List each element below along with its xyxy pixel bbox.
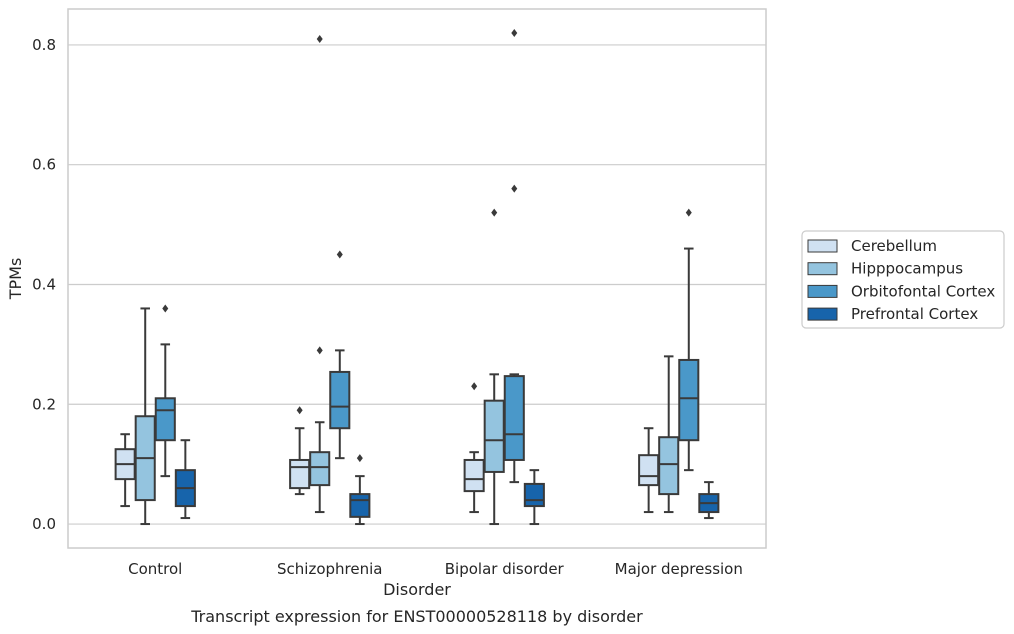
outlier-point <box>685 208 692 217</box>
legend-label: Hipppocampus <box>851 260 963 278</box>
box-series <box>114 28 720 526</box>
box-iqr <box>483 399 505 473</box>
plot-frame <box>67 8 767 549</box>
legend-label: Cerebellum <box>851 237 937 255</box>
box-3-3 <box>698 481 720 520</box>
box-iqr <box>329 370 351 430</box>
box-3-0 <box>638 427 660 514</box>
grid-lines <box>68 44 766 525</box>
box-3-2 <box>678 208 700 472</box>
box-1-3 <box>349 454 371 526</box>
outlier-point <box>316 346 323 355</box>
box-0-0 <box>114 433 136 508</box>
x-tick-label: Control <box>128 560 182 578</box>
x-axis-label: Disorder <box>383 580 451 599</box>
chart-caption: Transcript expression for ENST0000052811… <box>190 607 643 626</box>
x-tick-label: Bipolar disorder <box>445 560 565 578</box>
box-iqr <box>678 358 700 442</box>
box-iqr <box>349 493 371 518</box>
outlier-point <box>296 406 303 415</box>
y-tick-label: 0.0 <box>32 515 56 533</box>
box-2-3 <box>523 469 545 526</box>
legend-label: Orbitofontal Cortex <box>851 282 995 300</box>
box-iqr <box>309 451 331 487</box>
y-tick-label: 0.6 <box>32 156 56 174</box>
y-tick-label: 0.2 <box>32 395 56 413</box>
box-iqr <box>503 375 525 461</box>
y-axis-ticks: 0.0 0.2 0.4 0.6 0.8 <box>32 36 56 533</box>
outlier-point <box>511 184 518 193</box>
legend-swatch <box>807 262 838 276</box>
x-axis-ticks: Control Schizophrenia Bipolar disorder Majo… <box>128 560 743 578</box>
x-tick-label: Schizophrenia <box>277 560 382 578</box>
outlier-point <box>511 28 518 37</box>
outlier-point <box>491 208 498 217</box>
outlier-point <box>316 34 323 43</box>
outlier-point <box>336 250 343 259</box>
box-iqr <box>658 436 680 496</box>
outlier-point <box>356 454 363 463</box>
box-0-1 <box>134 307 156 526</box>
y-axis-label: TPMs <box>6 258 25 301</box>
box-1-1 <box>309 34 331 514</box>
box-iqr <box>289 458 311 490</box>
outlier-point <box>471 382 478 391</box>
legend: Cerebellum Hipppocampus Orbitofontal Corte… <box>801 230 1005 329</box>
legend-label: Prefrontal Cortex <box>851 305 978 323</box>
box-iqr <box>638 454 660 487</box>
box-1-0 <box>289 406 311 496</box>
box-0-3 <box>174 439 196 520</box>
box-2-2 <box>503 28 525 484</box>
box-iqr <box>154 397 176 442</box>
y-tick-label: 0.4 <box>32 275 56 293</box>
box-2-1 <box>483 208 505 526</box>
legend-frame <box>801 230 1005 329</box>
box-iqr <box>523 482 545 508</box>
box-0-2 <box>154 304 176 478</box>
box-3-1 <box>658 355 680 514</box>
legend-swatch <box>807 239 838 253</box>
box-iqr <box>463 458 485 493</box>
y-tick-label: 0.8 <box>32 36 56 54</box>
legend-swatch <box>807 284 838 298</box>
legend-swatch <box>807 307 838 321</box>
outlier-point <box>162 304 169 313</box>
box-2-0 <box>463 382 485 514</box>
box-1-2 <box>329 250 351 460</box>
x-tick-label: Major depression <box>615 560 743 578</box>
